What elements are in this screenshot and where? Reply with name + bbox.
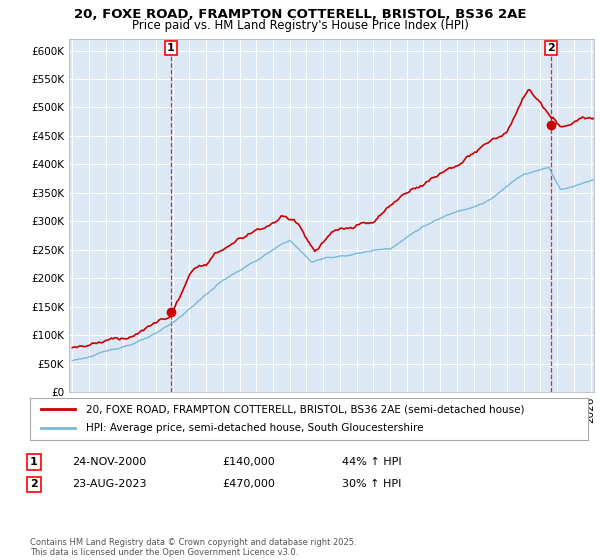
Text: Contains HM Land Registry data © Crown copyright and database right 2025.
This d: Contains HM Land Registry data © Crown c…	[30, 538, 356, 557]
Text: 23-AUG-2023: 23-AUG-2023	[72, 479, 146, 489]
Text: 1: 1	[30, 457, 38, 467]
Text: HPI: Average price, semi-detached house, South Gloucestershire: HPI: Average price, semi-detached house,…	[86, 423, 424, 433]
Text: 44% ↑ HPI: 44% ↑ HPI	[342, 457, 401, 467]
Text: 20, FOXE ROAD, FRAMPTON COTTERELL, BRISTOL, BS36 2AE (semi-detached house): 20, FOXE ROAD, FRAMPTON COTTERELL, BRIST…	[86, 404, 524, 414]
Text: 2: 2	[30, 479, 38, 489]
Text: 20, FOXE ROAD, FRAMPTON COTTERELL, BRISTOL, BS36 2AE: 20, FOXE ROAD, FRAMPTON COTTERELL, BRIST…	[74, 8, 526, 21]
Text: £470,000: £470,000	[222, 479, 275, 489]
Text: 30% ↑ HPI: 30% ↑ HPI	[342, 479, 401, 489]
Text: Price paid vs. HM Land Registry's House Price Index (HPI): Price paid vs. HM Land Registry's House …	[131, 19, 469, 32]
Text: 1: 1	[167, 43, 175, 53]
Text: £140,000: £140,000	[222, 457, 275, 467]
Text: 24-NOV-2000: 24-NOV-2000	[72, 457, 146, 467]
Text: 2: 2	[547, 43, 555, 53]
